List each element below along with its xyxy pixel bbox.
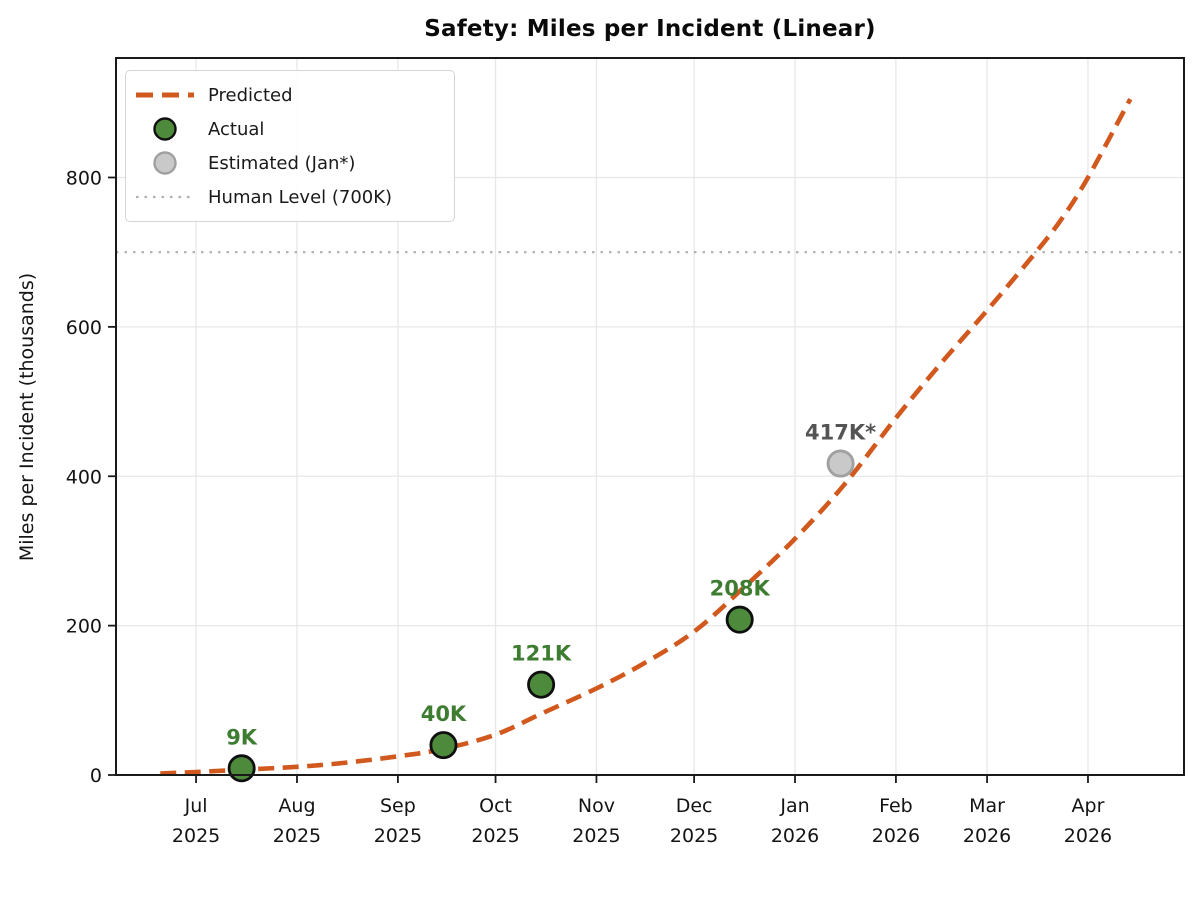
actual-marker-icon <box>153 117 177 141</box>
actual-point-label: 40K <box>421 702 467 726</box>
x-tick-label-month: Mar <box>969 795 1005 817</box>
estimated-point <box>826 449 855 478</box>
actual-point <box>227 754 256 783</box>
x-tick-label-month: Feb <box>879 795 913 817</box>
y-tick-label: 400 <box>66 466 102 488</box>
x-tick-label-year: 2026 <box>771 825 819 847</box>
x-tick-label-month: Dec <box>676 795 713 817</box>
x-tick-label-year: 2025 <box>471 825 519 847</box>
x-tick-label-month: Sep <box>380 795 416 817</box>
estimated-point-label: 417K* <box>805 421 876 445</box>
legend-item: Predicted <box>134 78 444 112</box>
x-tick-label-year: 2025 <box>273 825 321 847</box>
legend-item: Actual <box>134 112 444 146</box>
actual-point <box>725 605 754 634</box>
x-tick-label-year: 2025 <box>670 825 718 847</box>
x-tick-label-month: Apr <box>1072 795 1105 817</box>
plot-border <box>115 57 1185 776</box>
y-tick-label: 0 <box>90 765 102 787</box>
x-tick-label-month: Aug <box>278 795 315 817</box>
chart-title: Safety: Miles per Incident (Linear) <box>424 16 876 42</box>
actual-point <box>429 731 458 760</box>
human-level-line-icon <box>136 195 194 199</box>
x-tick-label-year: 2026 <box>872 825 920 847</box>
y-tick-label: 800 <box>66 168 102 190</box>
x-tick-label-year: 2025 <box>172 825 220 847</box>
legend-label: Actual <box>208 118 265 140</box>
y-tick-label: 600 <box>66 317 102 339</box>
y-axis-label: Miles per Incident (thousands) <box>16 272 38 562</box>
predicted-line-icon <box>136 92 194 98</box>
actual-point-label: 121K <box>511 642 572 666</box>
y-tick-label: 200 <box>66 616 102 638</box>
legend: Predicted Actual Estimated (Jan*) Human Lev… <box>125 70 455 222</box>
x-tick-label-year: 2025 <box>572 825 620 847</box>
x-tick-label-month: Jul <box>184 795 208 817</box>
x-tick-label-month: Oct <box>479 795 512 817</box>
legend-label: Predicted <box>208 84 293 106</box>
estimated-marker-icon <box>153 151 177 175</box>
x-tick-label-month: Nov <box>578 795 615 817</box>
actual-point-label: 208K <box>710 577 771 601</box>
x-tick-label-year: 2026 <box>963 825 1011 847</box>
actual-point-label: 9K <box>226 725 258 749</box>
x-tick-label-year: 2025 <box>374 825 422 847</box>
legend-item: Estimated (Jan*) <box>134 146 444 180</box>
legend-label: Human Level (700K) <box>208 186 393 208</box>
x-tick-label-month: Jan <box>779 795 809 817</box>
x-tick-label-year: 2026 <box>1064 825 1112 847</box>
legend-label: Estimated (Jan*) <box>208 152 356 174</box>
legend-item: Human Level (700K) <box>134 180 444 214</box>
actual-point <box>527 670 556 699</box>
